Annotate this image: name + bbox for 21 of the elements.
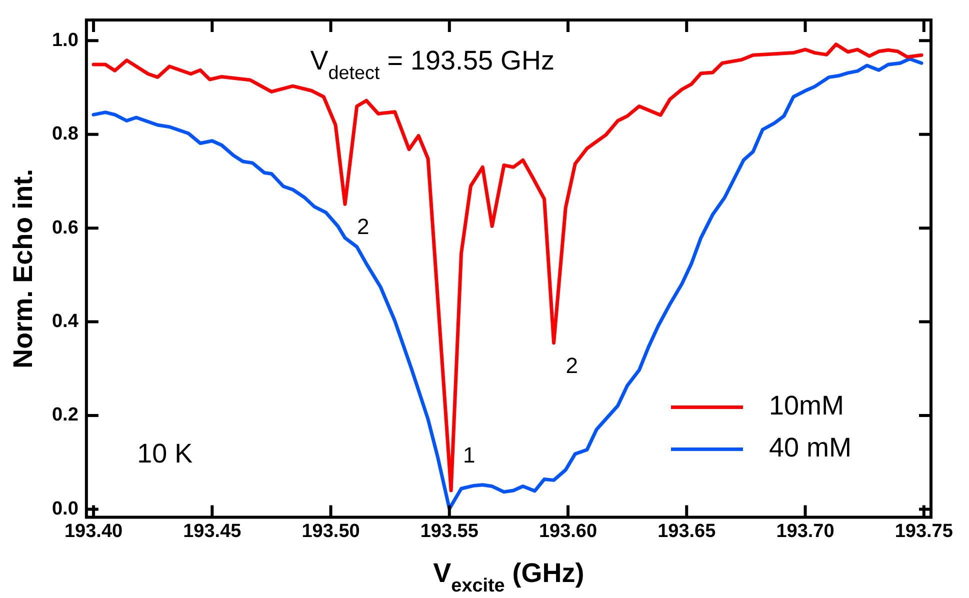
y-axis-title: Norm. Echo int. bbox=[8, 168, 38, 368]
x-tick-label: 193.60 bbox=[538, 520, 598, 542]
annotation: 2 bbox=[357, 214, 370, 240]
annotation: 10 K bbox=[137, 438, 193, 469]
y-tick-label: 0.8 bbox=[52, 124, 78, 145]
x-tick-label: 193.50 bbox=[302, 520, 360, 542]
y-tick-label: 0.4 bbox=[52, 311, 79, 332]
x-tick-label: 193.45 bbox=[183, 520, 242, 542]
y-tick-label: 0.0 bbox=[52, 498, 78, 520]
x-tick-label: 193.65 bbox=[658, 520, 716, 542]
y-tick-label: 0.2 bbox=[52, 404, 78, 426]
annotation: 2 bbox=[566, 352, 578, 378]
x-tick-label: 193.70 bbox=[776, 520, 834, 542]
y-tick-label: 1.0 bbox=[52, 30, 78, 51]
x-tick-label: 193.55 bbox=[420, 520, 479, 542]
annotation: 1 bbox=[463, 442, 476, 468]
legend-label: 40 mM bbox=[769, 432, 852, 463]
x-tick-label: 193.40 bbox=[64, 520, 123, 542]
x-tick-label: 193.75 bbox=[894, 520, 954, 542]
y-tick-label: 0.6 bbox=[52, 217, 78, 238]
legend-label: 10mM bbox=[769, 390, 844, 421]
